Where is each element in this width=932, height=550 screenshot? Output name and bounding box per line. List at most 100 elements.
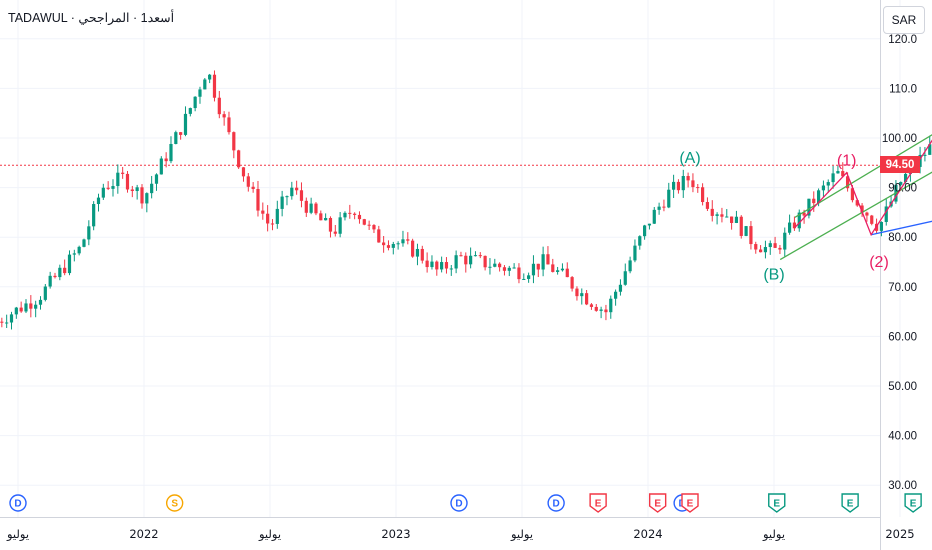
candle-body: [802, 212, 806, 216]
candle-body: [391, 243, 395, 248]
candle-body: [816, 190, 821, 204]
candle-body: [556, 270, 560, 272]
candle-body: [517, 267, 521, 280]
time-tick-label: يوليو: [762, 527, 785, 542]
candle-body: [222, 114, 226, 118]
candle-body: [657, 206, 661, 210]
event-marker-dividend[interactable]: D: [9, 494, 27, 512]
channel-lower[interactable]: [779, 88, 932, 261]
candle-body: [575, 288, 579, 297]
candle-body: [488, 266, 492, 268]
candle-body: [67, 254, 72, 274]
candle-body: [647, 223, 652, 226]
event-marker-earnings-negative[interactable]: E: [589, 493, 607, 513]
candle-body: [299, 190, 304, 201]
candle-body: [758, 249, 763, 253]
symbol-title: TADAWUL · أسعد1 · المراجحي: [8, 10, 174, 25]
candle-body: [164, 158, 168, 162]
candle-body: [749, 226, 753, 245]
time-tick-label: يوليو: [258, 527, 281, 542]
candle-body: [899, 182, 903, 185]
candle-body: [212, 74, 217, 98]
candle-body: [633, 245, 637, 261]
candle-body: [531, 263, 536, 276]
candle-body: [686, 176, 690, 181]
candle-body: [154, 174, 159, 184]
candle-body: [483, 255, 487, 268]
time-tick-label: 2023: [381, 527, 410, 541]
candle-body: [82, 239, 86, 247]
event-marker-earnings-negative[interactable]: E: [681, 493, 699, 513]
candle-body: [826, 182, 830, 186]
candle-body: [918, 154, 922, 167]
time-tick-label: 2024: [633, 527, 662, 541]
candle-body: [903, 173, 908, 183]
price-axis[interactable]: 120.0 110.0 100.00 90.00 80.00 70.00 60.00 50.0…: [882, 34, 917, 492]
candle-body: [43, 286, 47, 300]
candle-body: [681, 176, 685, 191]
earnings-negative-badge: [681, 493, 699, 513]
candle-body: [589, 304, 594, 307]
candle-body: [19, 307, 23, 312]
candle-body: [855, 200, 859, 206]
candle-body: [348, 212, 352, 214]
impulse-wave[interactable]: [794, 101, 932, 237]
candle-body: [884, 206, 888, 222]
event-marker-earnings-positive[interactable]: E: [768, 493, 786, 513]
wave-drawings[interactable]: [779, 88, 932, 261]
event-marker-earnings-positive[interactable]: E: [904, 493, 922, 513]
event-marker-split[interactable]: S: [165, 494, 184, 512]
event-markers[interactable]: DSDDEEDEEEEDEEE: [9, 493, 932, 513]
earnings-negative-badge: [589, 493, 607, 513]
event-marker-earnings-positive[interactable]: E: [841, 493, 859, 513]
wave-label: (2): [869, 254, 889, 271]
candle-body: [309, 203, 313, 213]
candle-body: [643, 225, 647, 237]
candle-body: [797, 212, 801, 229]
candle-body: [87, 226, 91, 240]
channel-upper[interactable]: [794, 91, 932, 218]
candle-body: [787, 222, 792, 233]
event-marker-dividend[interactable]: D: [547, 494, 565, 512]
price-tick-label: 90.00: [888, 183, 917, 195]
candle-body: [382, 242, 386, 246]
candle-body: [744, 226, 748, 236]
event-marker-dividend[interactable]: D: [450, 494, 468, 512]
candle-body: [24, 303, 28, 312]
exchange-name: TADAWUL: [8, 11, 68, 25]
chart-grid: [0, 0, 901, 517]
currency-button[interactable]: SAR: [883, 6, 925, 34]
candle-body: [449, 268, 453, 270]
candle-body: [357, 214, 362, 220]
candle-body: [29, 303, 33, 309]
candlesticks: [0, 70, 932, 330]
dividend-badge: [9, 494, 27, 512]
candle-body: [227, 117, 231, 133]
candle-body: [140, 187, 144, 204]
candle-body: [792, 222, 797, 229]
candle-body: [275, 208, 279, 224]
candle-body: [831, 173, 835, 183]
trendline-lower[interactable]: [870, 173, 932, 236]
candle-body: [179, 132, 183, 135]
candle-body: [63, 267, 67, 274]
candle-body: [372, 225, 376, 230]
candle-body: [411, 240, 415, 257]
candle-body: [362, 219, 366, 225]
candle-body: [676, 181, 681, 191]
candle-body: [725, 216, 729, 218]
candle-body: [261, 210, 265, 214]
candle-body: [106, 187, 110, 189]
candle-body: [92, 204, 96, 227]
time-axis[interactable]: يوليو2022يوليو2023يوليو2024يوليو2025يولي…: [6, 527, 932, 542]
candle-body: [594, 306, 598, 311]
candle-body: [638, 236, 642, 246]
candle-body: [333, 231, 337, 234]
candle-body: [295, 187, 299, 191]
candle-body: [836, 171, 840, 174]
candle-body: [512, 267, 516, 269]
event-letter: E: [654, 499, 661, 510]
candle-body: [406, 239, 410, 241]
event-marker-earnings-negative[interactable]: E: [648, 493, 667, 513]
